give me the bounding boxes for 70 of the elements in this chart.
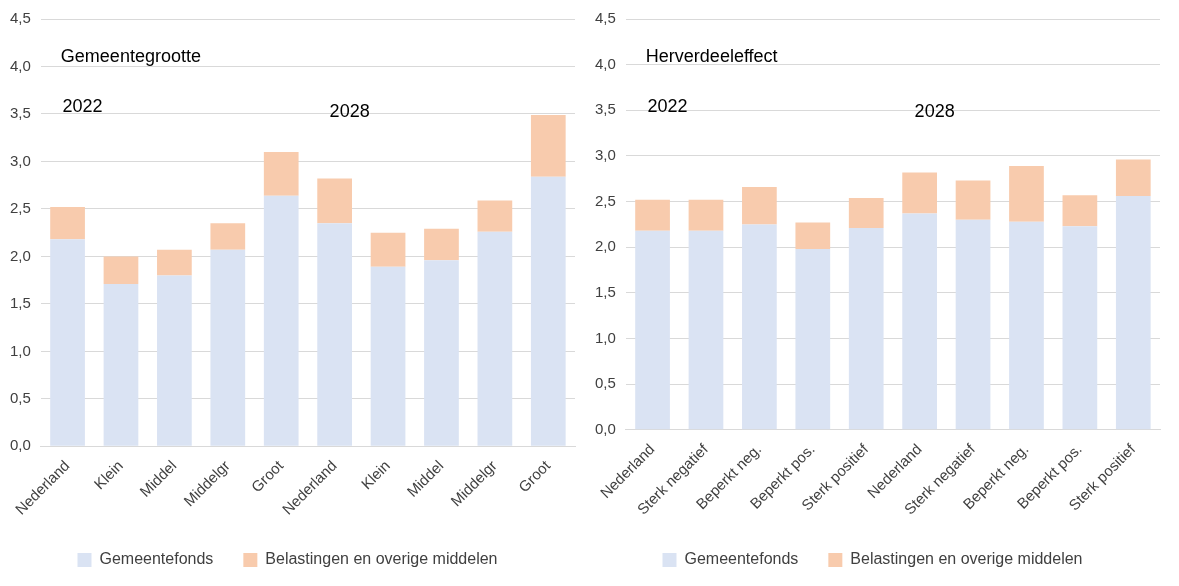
bar [50,207,85,240]
y-tick-label: 3,0 [594,146,616,164]
bar [210,249,246,446]
y-tick-label: 0,0 [594,419,616,437]
y-tick-label: 4,5 [9,9,31,27]
y-tick-label: 3,5 [9,104,31,122]
bar [1062,195,1098,227]
bar [50,239,85,446]
bar [210,223,246,250]
bar [955,219,991,430]
annotation: 2028 [914,100,955,121]
bar [1062,226,1098,430]
bar [635,199,670,231]
annotation: 2028 [329,100,370,121]
y-tick-label: 2,0 [594,237,616,255]
y-tick-label: 4,0 [594,54,616,72]
y-tick-label: 1,5 [594,283,616,301]
bar [157,275,192,446]
bar [424,260,459,446]
legend-label: Gemeentefonds [99,550,214,568]
bar [477,231,513,446]
bar [795,249,831,430]
bar [635,230,670,430]
bar [263,151,299,196]
bar [530,176,566,446]
bar [317,223,352,446]
y-tick-label: 3,0 [9,151,31,169]
bar [1115,159,1151,197]
legend-label: Gemeentefonds [684,550,799,568]
bar [1009,221,1044,430]
bar [477,200,513,232]
bar [1115,196,1151,430]
bar [370,232,406,267]
bar [370,266,406,446]
y-tick-label: 4,0 [9,56,31,74]
bar [157,249,192,276]
legend-label: Belastingen en overige middelen [265,550,498,568]
bar [902,172,937,214]
bar [530,114,566,177]
y-tick-label: 1,5 [9,294,31,312]
bar [688,230,724,430]
y-tick-label: 4,5 [594,9,616,27]
bar [848,228,884,430]
bar [103,256,139,284]
text: Herverdeeleffect [645,45,778,66]
bar [688,199,724,231]
bar [263,195,299,446]
y-tick-label: 1,0 [9,341,31,359]
y-tick-label: 0,5 [9,388,31,406]
bar [1009,165,1044,222]
annotation: 2022 [62,95,103,116]
y-tick-label: 2,5 [9,199,31,217]
bar [795,222,831,250]
bar [742,224,777,430]
bar [742,186,777,225]
annotation: 2022 [647,95,688,116]
y-tick-label: 2,0 [9,246,31,264]
y-tick-label: 0,5 [594,374,616,392]
bar [848,197,884,229]
y-tick-label: 3,5 [594,100,616,118]
y-tick-label: 0,0 [9,436,31,454]
y-tick-label: 2,5 [594,191,616,209]
bar [902,213,937,430]
legend-label: Belastingen en overige middelen [850,550,1083,568]
bar [317,178,352,224]
y-tick-label: 1,0 [594,328,616,346]
bar [424,228,459,261]
bar [955,180,991,220]
text: Gemeentegrootte [60,45,201,66]
bar [103,283,139,446]
